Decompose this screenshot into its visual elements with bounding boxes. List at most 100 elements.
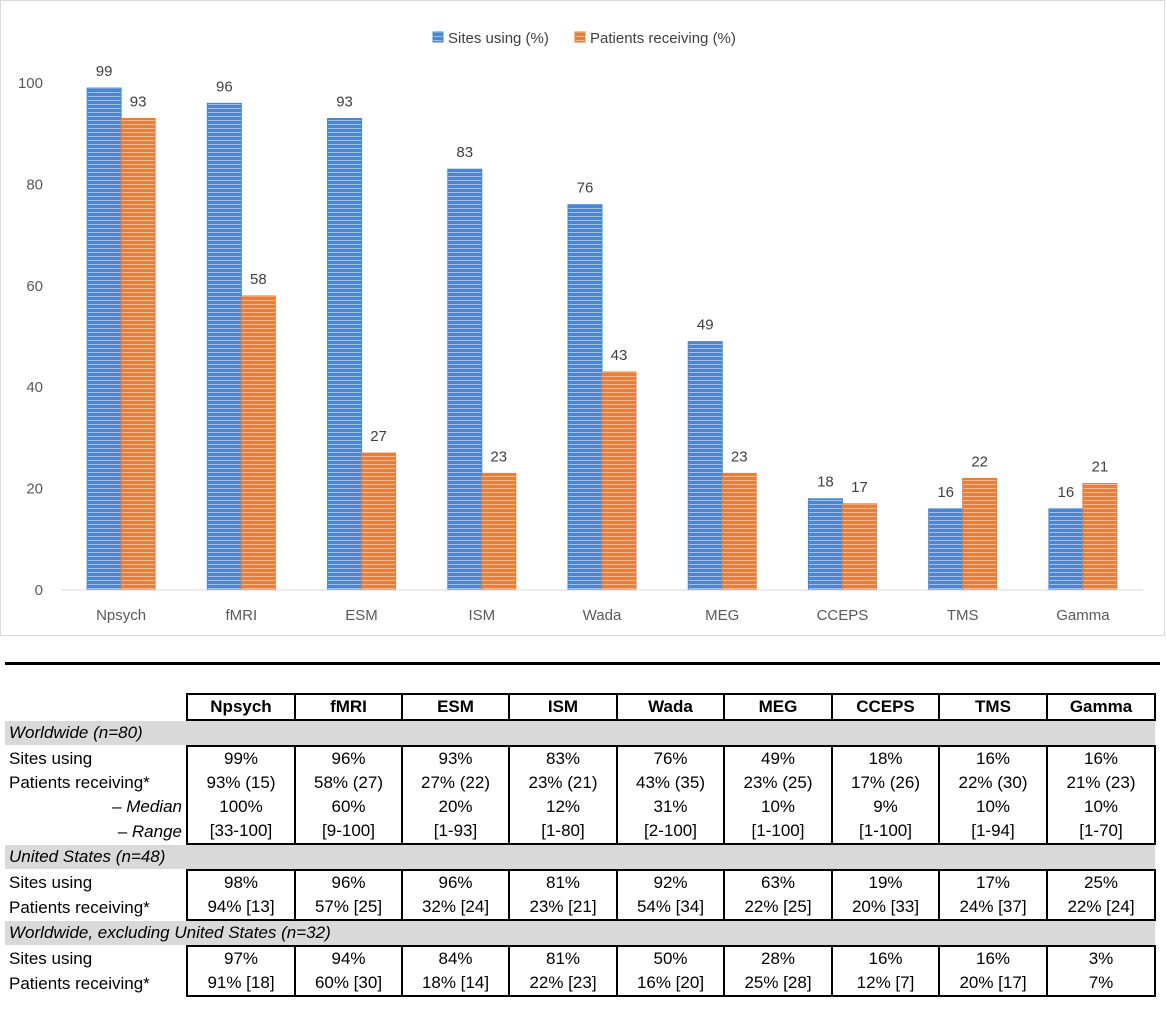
bar: [807, 498, 843, 591]
table-cell: 63%: [723, 869, 833, 895]
column-header: fMRI: [294, 693, 403, 721]
y-tick-label: 60: [26, 278, 43, 295]
table-cell: 57% [25]: [294, 895, 403, 921]
column-header: Gamma: [1046, 693, 1156, 721]
table-cell: 27% (22): [401, 771, 510, 795]
data-label: 27: [370, 428, 387, 445]
legend-label: Patients receiving (%): [590, 30, 736, 47]
x-axis: Npsych fMRI ESM ISM Wada MEG CCEPS TMS Gamma: [61, 589, 1143, 624]
table-cell: 17% (26): [831, 771, 940, 795]
section-header-row: Worldwide, excluding United States (n=32…: [5, 920, 1155, 946]
data-table-container: Npsych fMRI ESM ISM Wada MEG CCEPS TMS Gamma Wor…: [5, 693, 1156, 997]
chart-container: Sites using (%) Patients receiving (%) 0 2…: [0, 0, 1165, 636]
data-table: Npsych fMRI ESM ISM Wada MEG CCEPS TMS Gamma Wor…: [5, 693, 1156, 997]
table-cell: 22% (30): [938, 771, 1048, 795]
table-cell: 24% [37]: [938, 895, 1048, 921]
table-row: – Range [33-100] [9-100] [1-93] [1-80] [2-100…: [5, 819, 1156, 845]
table-cell: 16%: [938, 945, 1048, 971]
table-cell: 94% [13]: [186, 895, 296, 921]
legend-swatch: [432, 31, 444, 43]
data-label: 49: [697, 317, 714, 334]
table-cell: [1-93]: [401, 819, 510, 845]
data-label: 16: [937, 484, 954, 501]
row-label: – Median: [112, 797, 182, 816]
column-header: Npsych: [186, 693, 296, 721]
data-label: 99: [96, 63, 113, 80]
x-tick-label: Gamma: [1056, 607, 1110, 624]
table-cell: 32% [24]: [401, 895, 510, 921]
table-cell: 16%: [1046, 745, 1156, 771]
bar: [962, 477, 998, 591]
table-cell: 28%: [723, 945, 833, 971]
table-cell: 18%: [831, 745, 940, 771]
table-cell: 3%: [1046, 945, 1156, 971]
table-cell: 60%: [294, 795, 403, 819]
row-label: Sites using: [9, 872, 93, 892]
data-label: 17: [851, 479, 868, 496]
table-cell: 76%: [616, 745, 725, 771]
x-tick-label: TMS: [947, 607, 979, 624]
table-cell: 22% [23]: [508, 971, 618, 997]
data-label: 43: [611, 347, 628, 364]
row-label: Sites using: [9, 948, 93, 968]
bar: [928, 508, 964, 591]
bar: [601, 371, 637, 591]
x-tick-label: CCEPS: [817, 607, 869, 624]
data-label: 83: [456, 144, 473, 161]
table-row: Sites using 98% 96% 96% 81% 92% 63% 19% 17% 25%: [5, 869, 1156, 895]
section-divider: [5, 662, 1160, 665]
column-header: ISM: [508, 693, 618, 721]
table-cell: 22% [24]: [1046, 895, 1156, 921]
legend-label: Sites using (%): [448, 30, 549, 47]
y-tick-label: 20: [26, 481, 43, 498]
bar: [1048, 508, 1084, 591]
y-tick-label: 100: [18, 75, 43, 92]
table-cell: 98%: [186, 869, 296, 895]
table-cell: 25%: [1046, 869, 1156, 895]
section-title: Worldwide, excluding United States (n=32…: [5, 920, 1155, 946]
table-cell: 43% (35): [616, 771, 725, 795]
data-label: 96: [216, 78, 233, 95]
table-cell: 16%: [831, 945, 940, 971]
table-cell: 84%: [401, 945, 510, 971]
bar: [841, 503, 877, 591]
table-row: Patients receiving* 93% (15) 58% (27) 27% (…: [5, 771, 1156, 795]
data-label: 16: [1058, 484, 1075, 501]
section-header-row: Worldwide (n=80): [5, 720, 1155, 746]
table-row: – Median 100% 60% 20% 12% 31% 10% 9% 10% 10%: [5, 795, 1156, 819]
data-label: 76: [577, 180, 594, 197]
table-cell: 10%: [723, 795, 833, 819]
x-tick-label: Wada: [583, 607, 622, 624]
table-cell: 91% [18]: [186, 971, 296, 997]
table-corner-cell: [5, 694, 187, 720]
data-label: 23: [490, 448, 507, 465]
table-row: Sites using 97% 94% 84% 81% 50% 28% 16% 16% 3%: [5, 945, 1156, 971]
table-cell: 60% [30]: [294, 971, 403, 997]
y-tick-label: 0: [35, 582, 43, 599]
data-label: 23: [731, 448, 748, 465]
table-cell: 20% [17]: [938, 971, 1048, 997]
bar: [240, 295, 276, 591]
row-label: Sites using: [9, 748, 93, 768]
table-cell: 99%: [186, 745, 296, 771]
table-cell: 16%: [938, 745, 1048, 771]
table-cell: 10%: [938, 795, 1048, 819]
column-header: CCEPS: [831, 693, 940, 721]
data-label: 58: [250, 271, 267, 288]
table-cell: 23% (21): [508, 771, 618, 795]
table-cell: 93%: [401, 745, 510, 771]
table-cell: 20% [33]: [831, 895, 940, 921]
bar: [721, 472, 757, 591]
table-cell: 21% (23): [1046, 771, 1156, 795]
data-labels: 99 93 96 58 93 27 83 23 76 43 49 23 18 17 16 22 16 21: [96, 63, 1108, 501]
section-title: United States (n=48): [5, 844, 1155, 870]
table-cell: [1-100]: [723, 819, 833, 845]
row-label: Patients receiving*: [9, 773, 150, 792]
x-tick-label: fMRI: [225, 607, 257, 624]
table-cell: 23% (25): [723, 771, 833, 795]
row-label: Patients receiving*: [9, 897, 150, 917]
bar: [481, 472, 517, 591]
data-label: 93: [130, 93, 147, 110]
table-cell: 25% [28]: [723, 971, 833, 997]
data-label: 93: [336, 93, 353, 110]
